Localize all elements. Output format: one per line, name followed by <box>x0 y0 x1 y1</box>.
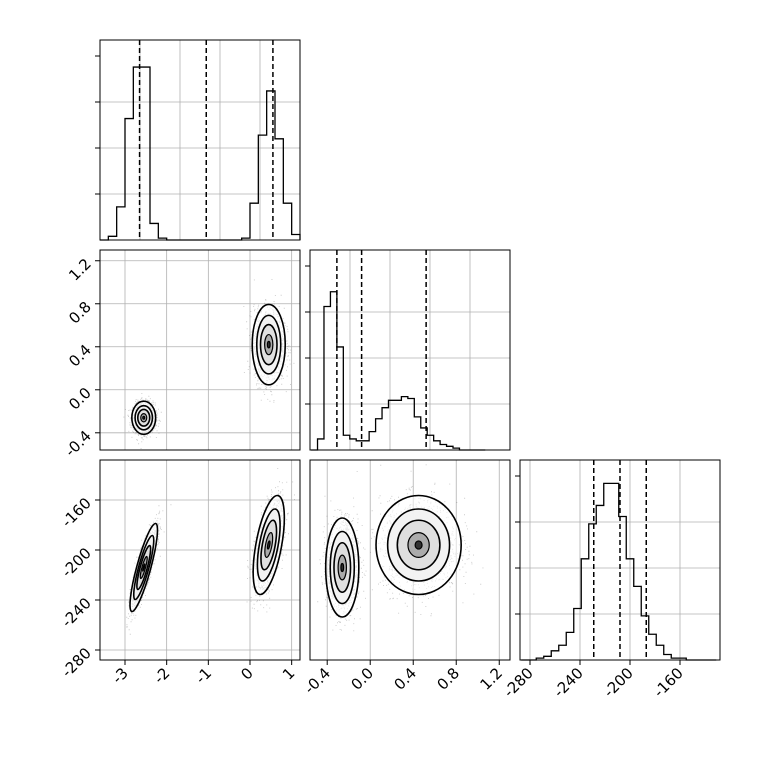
y-tick-label-1: -240 <box>58 594 95 631</box>
grid <box>100 250 300 450</box>
scatter-points <box>317 464 484 632</box>
y-tick-label-3: 0.8 <box>65 298 95 328</box>
panel-frame <box>99 459 301 661</box>
x-tick-label-1: 0.0 <box>347 664 377 694</box>
x-tick-label-3: 0 <box>237 664 256 683</box>
histogram-step <box>100 66 301 241</box>
density-contour-0-4 <box>340 562 345 573</box>
x-tick-label-1: -240 <box>550 664 587 701</box>
density-contour-1-4 <box>266 340 271 349</box>
panel-frame <box>309 459 511 661</box>
panel-1-1-histogram <box>95 39 301 241</box>
panel-frame <box>309 249 511 451</box>
density-contour-1-4 <box>414 540 423 550</box>
x-tick-label-1: -2 <box>150 664 173 687</box>
x-tick-label-2: -1 <box>192 664 215 687</box>
y-tick-label-0: -280 <box>58 644 95 681</box>
histogram-step <box>521 482 717 661</box>
y-tick-label-2: -200 <box>58 544 95 581</box>
panel-2-2-histogram <box>305 249 511 451</box>
panel-frame <box>519 459 721 661</box>
panel-frame <box>99 39 301 241</box>
grid <box>100 40 300 240</box>
x-tick-label-3: -160 <box>650 664 687 701</box>
x-tick-label-2: -200 <box>600 664 637 701</box>
corner-panels: -0.4 0.0 0.4 0.8 1.2 -3 -2 -1 0 1 -280 -240 -200 -160… <box>58 39 721 701</box>
panel-3-2-scatter: -0.4 0.0 0.4 0.8 1.2 <box>301 459 511 698</box>
density-contour-0-4 <box>142 563 146 572</box>
x-tick-label-0: -0.4 <box>301 664 334 697</box>
y-tick-label-4: 1.2 <box>65 255 95 285</box>
y-tick-label-0: -0.4 <box>61 427 94 460</box>
y-tick-label-2: 0.4 <box>65 341 95 371</box>
y-tick-label-3: -160 <box>58 494 95 531</box>
scatter-cloud-0 <box>126 504 172 635</box>
panel-3-3-histogram: -280 -240 -200 -160 <box>500 459 721 701</box>
scatter-points <box>126 468 295 635</box>
density-contour-0-4 <box>142 415 146 420</box>
grid <box>100 460 300 660</box>
x-tick-label-0: -280 <box>500 664 537 701</box>
y-tick-label-1: 0.0 <box>65 384 95 414</box>
panel-3-1-scatter: -3 -2 -1 0 1 -280 -240 -200 -160 <box>58 459 301 687</box>
x-tick-label-4: 1 <box>279 664 298 683</box>
scatter-points <box>123 279 295 449</box>
x-tick-label-0: -3 <box>109 664 132 687</box>
panel-2-1-scatter: -0.4 0.0 0.4 0.8 1.2 <box>61 249 301 460</box>
panel-frame <box>99 249 301 451</box>
density-contour-1-4 <box>266 540 271 550</box>
x-tick-label-3: 0.8 <box>433 664 463 694</box>
grid <box>310 250 510 450</box>
x-tick-label-2: 0.4 <box>390 664 420 694</box>
